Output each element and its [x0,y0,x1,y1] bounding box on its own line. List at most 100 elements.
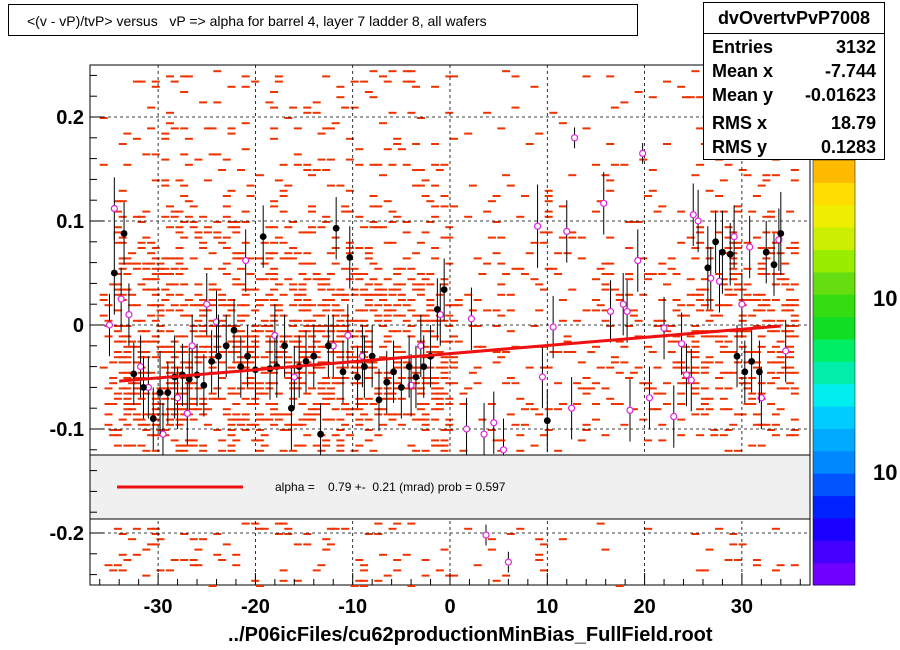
hist-cell [388,288,397,291]
hist-cell [232,325,241,327]
hist-cell [293,335,302,338]
hist-cell [539,288,548,291]
hist-cell [170,559,179,561]
hist-cell [132,137,141,140]
hist-cell [303,418,312,421]
hist-cell [374,319,383,322]
hist-cell [416,387,425,390]
hist-cell [355,579,364,582]
hist-cell [142,153,151,156]
hist-cell [213,221,222,223]
hist-cell [350,319,359,322]
hist-cell [270,304,279,307]
hist-cell [109,361,118,364]
hist-cell [137,319,146,322]
hist-cell [241,522,250,525]
hist-cell [289,319,298,322]
hist-cell [237,418,245,421]
hist-cell [582,429,591,431]
hist-cell [374,434,383,437]
hist-cell [350,106,359,109]
hist-cell [284,278,293,281]
hist-cell [487,200,496,203]
hist-cell [279,241,288,244]
hist-cell [237,257,245,260]
profile-point [412,373,420,381]
hist-cell [118,569,127,572]
profile-point [281,342,288,350]
hist-cell [151,403,160,405]
hist-cell [289,247,298,249]
open-point [462,425,471,433]
hist-cell [246,195,255,197]
hist-cell [397,283,406,286]
hist-cell [407,585,416,587]
hist-cell [771,283,780,286]
hist-cell [724,559,733,561]
hist-cell [260,241,269,244]
hist-cell [213,325,222,327]
hist-cell [402,319,411,322]
hist-cell [421,429,430,431]
hist-cell [208,397,217,400]
hist-cell [440,361,449,364]
hist-cell [379,423,387,426]
open-point [738,300,746,308]
hist-cell [440,392,449,395]
hist-cell [696,408,705,411]
profile-point [770,261,778,269]
hist-cell [336,366,345,369]
hist-cell [435,569,444,572]
hist-cell [289,106,298,109]
hist-cell [109,382,118,385]
hist-cell [293,293,302,296]
hist-cell [771,413,780,416]
hist-cell [407,522,416,525]
hist-cell [203,179,212,182]
hist-cell [445,111,454,114]
hist-cell [345,356,354,359]
open-point [746,243,754,251]
hist-cell [667,257,676,260]
hist-cell [317,345,326,348]
hist-cell [767,371,776,374]
hist-cell [246,382,255,385]
hist-cell [431,205,440,208]
hist-cell [502,351,511,353]
hist-cell [113,200,122,203]
hist-cell [128,392,137,395]
hist-cell [175,226,184,229]
open-point [600,199,608,207]
open-point [242,256,250,265]
hist-cell [208,319,217,322]
hist-cell [218,325,227,327]
hist-cell [634,319,643,322]
hist-cell [180,195,189,197]
hist-cell [350,371,359,374]
hist-cell [303,163,312,166]
hist-cell [166,330,174,333]
hist-cell [582,309,591,312]
hist-cell [232,553,241,556]
hist-cell [369,309,378,312]
hist-cell [440,449,449,452]
hist-cell [184,75,193,78]
hist-cell [336,335,345,338]
hist-cell [265,340,274,343]
hist-cell [104,335,113,338]
hist-cell [227,423,236,426]
hist-cell [308,371,316,374]
hist-cell [487,538,496,541]
hist-cell [203,231,212,234]
hist-cell [473,299,482,301]
hist-cell [374,392,383,395]
hist-cell [317,278,326,281]
hist-cell [336,444,345,447]
hist-cell [227,221,236,223]
hist-cell [208,585,217,587]
hist-cell [767,215,776,218]
hist-cell [715,387,724,390]
hist-cell [734,361,742,364]
hist-cell [279,314,288,317]
